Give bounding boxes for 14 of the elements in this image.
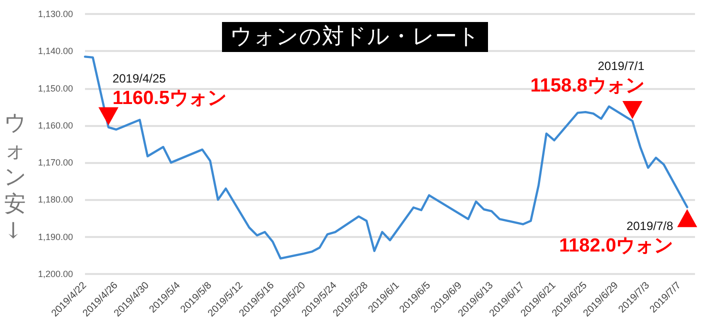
- annotation: 2019/7/1 1158.8ウォン: [530, 58, 645, 96]
- text: ウォンの対ドル・レート: [230, 24, 480, 50]
- y-axis-title: ウォン安↓: [4, 111, 27, 244]
- y-tick-label: 1,190.00: [38, 232, 73, 242]
- y-tick-label: 1,180.00: [38, 194, 73, 205]
- annotation: 2019/7/8 1182.0ウォン: [559, 219, 674, 257]
- y-tick-label: 1,140.00: [38, 46, 73, 56]
- y-tick-label: 1,170.00: [38, 158, 73, 168]
- annotation: 2019/4/25 1160.5ウォン: [112, 71, 227, 109]
- y-tick-label: 1,150.00: [38, 83, 73, 94]
- y-tick-label: 1,160.00: [38, 120, 73, 130]
- line-series: [84, 56, 688, 260]
- y-tick-label: 1,200.00: [38, 269, 73, 279]
- y-tick-label: 1,130.00: [38, 9, 73, 19]
